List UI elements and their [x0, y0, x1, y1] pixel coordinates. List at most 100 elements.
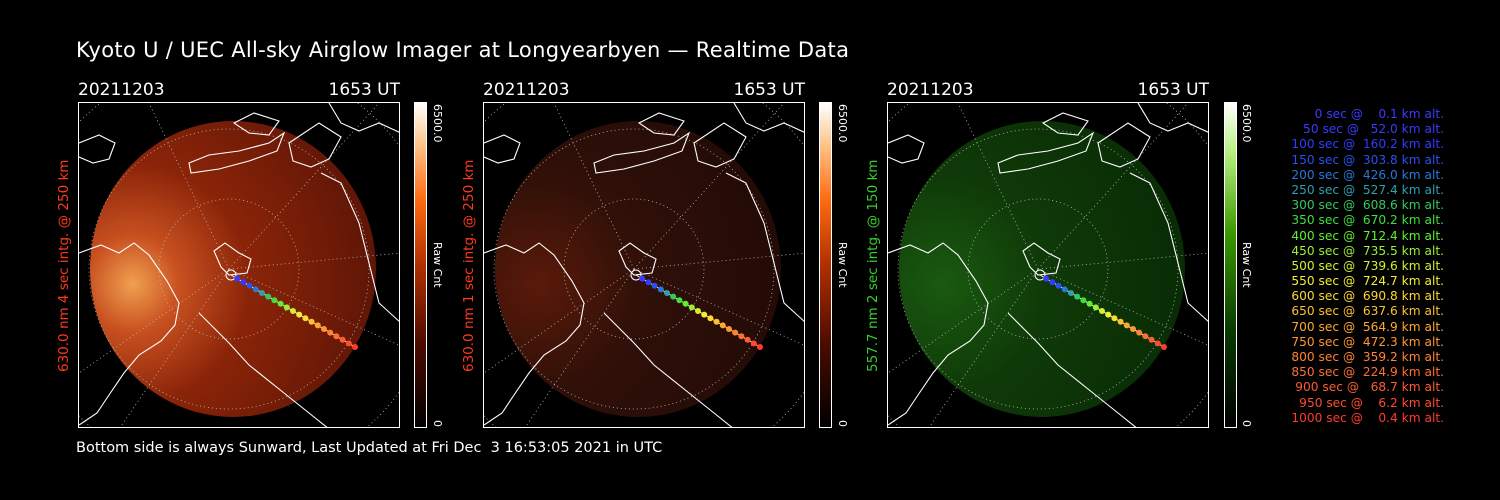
colorbar-unit-label: Raw Cnt [836, 242, 849, 288]
colorbar-max-label: 6500.0 [836, 104, 849, 143]
trajectory-point [1061, 286, 1068, 293]
trajectory-point [296, 311, 303, 318]
trajectory-point [1055, 282, 1062, 289]
legend-entry: 850 sec @ 224.9 km alt. [1287, 365, 1444, 380]
trajectory-point [719, 322, 726, 329]
trajectory-point [339, 336, 346, 343]
trajectory-point [639, 275, 646, 282]
trajectory-point [277, 300, 284, 307]
colorbar [414, 102, 427, 428]
trajectory-point [1117, 318, 1124, 325]
airglow-panel-630-1s: 20211203 1653 UT [483, 80, 805, 428]
trajectory-point [707, 315, 714, 322]
trajectory-point [1034, 269, 1046, 281]
trajectory-point [657, 286, 664, 293]
trajectory-point [732, 329, 739, 336]
trajectory-point [1148, 336, 1155, 343]
trajectory-point [308, 318, 315, 325]
trajectory-point [726, 326, 732, 332]
legend-entry: 550 sec @ 724.7 km alt. [1287, 274, 1444, 289]
panel-time: 1653 UT [328, 80, 401, 100]
legend-entry: 800 sec @ 359.2 km alt. [1287, 350, 1444, 364]
trajectory-point [1142, 333, 1149, 340]
legend-entry: 600 sec @ 690.8 km alt. [1287, 289, 1444, 304]
airglow-disc [495, 121, 781, 417]
legend-entry: 250 sec @ 527.4 km alt. [1287, 182, 1444, 197]
panel-date: 20211203 [78, 80, 165, 100]
footer-note: Bottom side is always Sunward, Last Upda… [76, 440, 663, 456]
colorbar-unit-label: Raw Cnt [431, 242, 444, 288]
trajectory-point [327, 329, 334, 336]
airglow-panel-630-4s: 20211203 1653 UT [78, 80, 400, 428]
allsky-image [78, 102, 400, 428]
trajectory-point [352, 344, 358, 350]
trajectory-point [713, 318, 720, 325]
trajectory-point [1043, 275, 1050, 282]
trajectory-point [321, 326, 327, 332]
trajectory-point [1086, 300, 1093, 307]
trajectory-point [1136, 329, 1143, 336]
trajectory-point [1154, 340, 1161, 347]
trajectory-point [345, 340, 352, 347]
trajectory-point [246, 282, 253, 289]
colorbar-unit-label: Raw Cnt [1240, 242, 1253, 288]
trajectory-point [271, 297, 278, 304]
legend-entry: 200 sec @ 426.0 km alt. [1287, 167, 1444, 182]
legend-entry: 650 sec @ 637.6 km alt. [1287, 304, 1444, 319]
legend-entry: 500 sec @ 739.6 km alt. [1287, 258, 1444, 273]
trajectory-point [333, 333, 340, 340]
legend-entry: 350 sec @ 670.2 km alt. [1287, 213, 1444, 228]
legend-entry: 150 sec @ 303.8 km alt. [1287, 152, 1444, 167]
trajectory-point [757, 344, 763, 350]
legend-entry: 1000 sec @ 0.4 km alt. [1291, 410, 1444, 425]
trajectory-point [682, 300, 689, 307]
legend-entry: 100 sec @ 160.2 km alt. [1287, 137, 1444, 152]
trajectory-point [664, 290, 670, 296]
airglow-disc [90, 121, 376, 417]
colorbar [819, 102, 832, 428]
trajectory-point [234, 275, 241, 282]
trajectory-point [651, 282, 658, 289]
trajectory-point [744, 336, 751, 343]
panel-date: 20211203 [887, 80, 974, 100]
trajectory-point [1074, 293, 1081, 300]
legend-entry: 50 sec @ 52.0 km alt. [1295, 122, 1444, 137]
trajectory-point [1105, 311, 1112, 318]
allsky-map-svg [484, 103, 804, 427]
panel-ylabel: 557.7 nm 2 sec intg. @ 150 km [865, 159, 881, 372]
trajectory-point [676, 297, 683, 304]
trajectory-point [302, 315, 309, 322]
panel-time: 1653 UT [1137, 80, 1210, 100]
trajectory-point [290, 308, 296, 314]
legend-entry: 950 sec @ 6.2 km alt. [1295, 395, 1444, 410]
trajectory-point [670, 293, 677, 300]
legend-entry: 400 sec @ 712.4 km alt. [1287, 228, 1444, 243]
allsky-map-svg [888, 103, 1208, 427]
legend-entry: 300 sec @ 608.6 km alt. [1287, 198, 1444, 213]
trajectory-point [630, 269, 642, 281]
trajectory-point [738, 333, 745, 340]
trajectory-point [252, 286, 259, 293]
trajectory-point [240, 279, 247, 286]
trajectory-point [695, 308, 701, 314]
legend-entry: 900 sec @ 68.7 km alt. [1291, 380, 1444, 395]
allsky-image [887, 102, 1209, 428]
trajectory-point [1130, 326, 1136, 332]
trajectory-point [225, 269, 237, 281]
airglow-disc [899, 121, 1185, 417]
trajectory-point [1092, 304, 1099, 311]
trajectory-point [701, 311, 708, 318]
trajectory-point [1161, 344, 1167, 350]
colorbar-min-label: 0 [836, 420, 849, 427]
trajectory-point [750, 340, 757, 347]
colorbar-min-label: 0 [431, 420, 444, 427]
page-title: Kyoto U / UEC All-sky Airglow Imager at … [76, 38, 850, 62]
trajectory-point [1068, 290, 1074, 296]
legend-entry: 700 sec @ 564.9 km alt. [1287, 319, 1444, 334]
trajectory-point [1111, 315, 1118, 322]
colorbar-max-label: 6500.0 [431, 104, 444, 143]
panel-time: 1653 UT [733, 80, 806, 100]
panel-ylabel: 630.0 nm 1 sec intg. @ 250 km [461, 159, 477, 372]
trajectory-point [283, 304, 290, 311]
trajectory-legend: 0 sec @ 0.1 km alt. 50 sec @ 52.0 km alt… [1262, 107, 1444, 426]
